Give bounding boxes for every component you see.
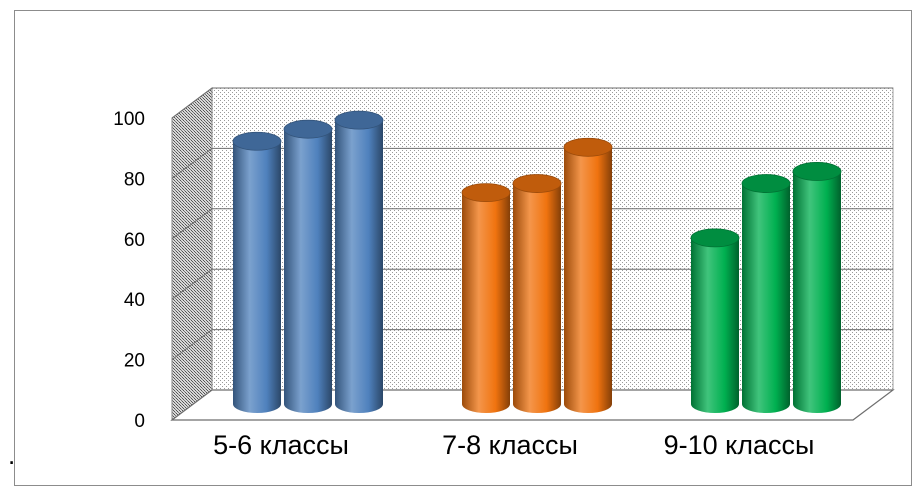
- x-category-label: 9-10 классы: [664, 430, 815, 460]
- bar-top: [283, 119, 333, 139]
- bar: [461, 183, 511, 413]
- bar-top: [232, 131, 282, 151]
- bar-body: [742, 183, 790, 413]
- bar-top: [512, 174, 562, 193]
- bar-body: [513, 183, 561, 413]
- bar-body: [233, 141, 281, 413]
- bar-body: [462, 192, 510, 413]
- gridline-side: [171, 87, 213, 119]
- gridline-side: [171, 268, 213, 300]
- y-axis-tick-labels: 0 20 40 60 80 100: [113, 109, 145, 432]
- bar-body: [793, 171, 841, 413]
- bar-top: [563, 137, 613, 157]
- bar: [690, 228, 740, 413]
- bar-body: [284, 129, 332, 413]
- bar-body: [691, 237, 739, 413]
- side-wall: [171, 87, 213, 421]
- gridline-side: [171, 147, 213, 179]
- bar: [792, 162, 842, 413]
- bar-top: [690, 228, 740, 248]
- bar-body: [564, 147, 612, 414]
- y-tick-label: 60: [124, 230, 145, 251]
- x-axis-category-labels: 5-6 классы 7-8 классы 9-10 классы: [213, 430, 814, 460]
- bar: [741, 174, 791, 413]
- x-category-label: 7-8 классы: [442, 430, 578, 460]
- y-tick-label: 20: [124, 351, 145, 372]
- bars: [232, 110, 842, 414]
- y-tick-label: 40: [124, 290, 145, 311]
- gridline-side: [171, 208, 213, 240]
- bar-top: [461, 183, 511, 203]
- bar: [512, 174, 562, 413]
- stray-period-mark: .: [8, 440, 16, 470]
- bar-top: [792, 162, 842, 181]
- bar: [283, 119, 333, 413]
- bar-body: [335, 120, 383, 414]
- bar-top: [334, 110, 384, 130]
- gridline-side: [171, 329, 213, 361]
- bar: [334, 110, 384, 414]
- y-tick-label: 80: [124, 169, 145, 190]
- bar: [232, 131, 282, 413]
- bar: [563, 137, 613, 414]
- x-category-label: 5-6 классы: [213, 430, 349, 460]
- bar-top: [741, 174, 791, 193]
- y-tick-label: 0: [134, 411, 145, 432]
- y-tick-label: 100: [113, 109, 145, 130]
